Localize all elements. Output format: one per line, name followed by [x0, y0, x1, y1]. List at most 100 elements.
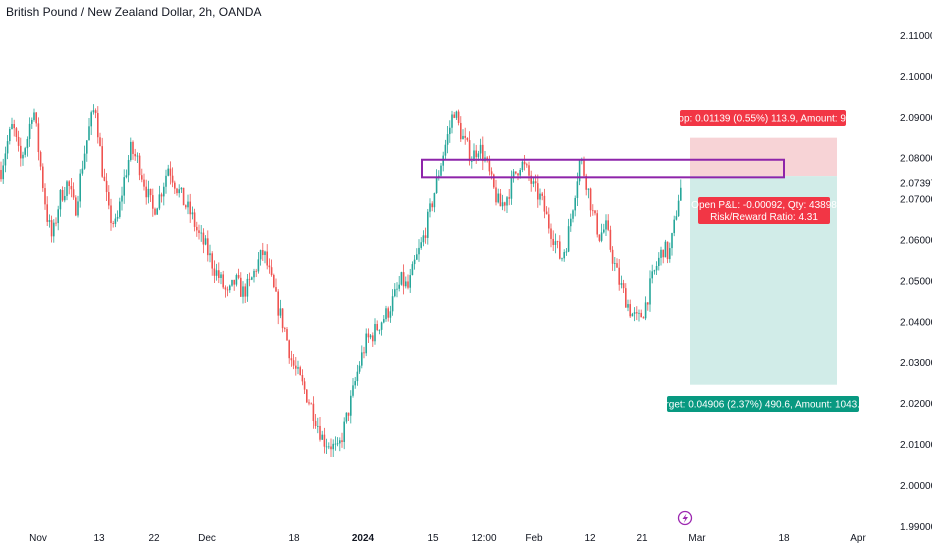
candle [268, 258, 271, 274]
candle [374, 318, 376, 345]
candle [136, 152, 139, 164]
candle [284, 326, 286, 332]
candle [97, 106, 99, 144]
y-tick-label: 2.08000 [900, 154, 932, 165]
candle [160, 192, 163, 203]
candle [418, 239, 420, 262]
candle [578, 158, 581, 186]
svg-text:Risk/Reward Ratio: 4.31: Risk/Reward Ratio: 4.31 [710, 212, 818, 223]
candle [147, 180, 150, 204]
candle [640, 309, 642, 318]
candle [361, 345, 363, 369]
candle [185, 204, 187, 210]
candle [561, 257, 563, 262]
candle [235, 273, 238, 287]
candle [537, 174, 539, 208]
candle [77, 195, 79, 218]
candle [39, 150, 42, 171]
candle [424, 227, 427, 244]
candle [180, 187, 183, 193]
candle [642, 316, 645, 319]
candle [61, 186, 64, 202]
time-axis[interactable]: Nov 13 22 Dec 18 2024 15 12:00 Feb 12 21 Mar 18 Apr [29, 533, 866, 544]
candle [226, 286, 229, 297]
candle [363, 346, 365, 359]
candle [13, 119, 15, 137]
candle [334, 436, 337, 451]
candle [572, 209, 574, 223]
candle [369, 333, 372, 340]
candle [449, 120, 451, 143]
candle [127, 154, 130, 183]
candle [323, 427, 326, 454]
candle [301, 369, 304, 386]
candle [240, 272, 242, 297]
candle [638, 309, 640, 322]
candle [317, 417, 319, 434]
candle [473, 143, 475, 162]
candle [530, 170, 532, 192]
candle [666, 241, 669, 264]
x-tick-label: 21 [636, 533, 648, 544]
x-tick-label: 18 [778, 533, 790, 544]
candle [55, 217, 57, 227]
candle [312, 396, 315, 429]
candle [409, 268, 411, 293]
candle [596, 209, 598, 238]
candle [152, 188, 154, 217]
candle [314, 414, 317, 429]
candle [156, 207, 158, 215]
candle [429, 198, 431, 218]
candle [48, 214, 51, 228]
candle [563, 249, 565, 262]
candle [464, 127, 466, 145]
y-tick-label: 2.07000 [900, 195, 932, 206]
candle [233, 279, 235, 291]
candle [339, 437, 341, 452]
candle [196, 221, 198, 237]
y-tick-label: 2.04000 [900, 317, 932, 328]
candle [504, 201, 506, 212]
candle [66, 180, 68, 201]
drawn-rectangle[interactable] [421, 158, 785, 179]
candle [649, 270, 651, 312]
candle [110, 198, 112, 231]
rectangle-shape[interactable] [421, 158, 785, 179]
candle [176, 187, 178, 196]
candle [427, 208, 429, 245]
candle [356, 364, 359, 386]
candle [620, 275, 623, 289]
candle [88, 118, 90, 141]
candle [242, 281, 244, 304]
price-axis[interactable]: 2.11000 2.10000 2.09000 2.08000 2.07000 2.060… [897, 31, 932, 533]
candle [660, 246, 662, 266]
candle [257, 252, 260, 274]
candle [178, 184, 180, 198]
candle [446, 126, 449, 154]
candle [275, 278, 277, 292]
candle [350, 390, 352, 424]
candle [603, 223, 605, 234]
candle [365, 328, 367, 357]
candle [662, 249, 664, 264]
candle [497, 188, 499, 204]
flash-icon[interactable] [677, 510, 693, 526]
candle [198, 224, 200, 240]
candle [286, 327, 288, 341]
candle [669, 242, 671, 263]
candle [187, 194, 189, 215]
candle [303, 377, 306, 395]
candle [512, 168, 515, 183]
candle [658, 252, 660, 271]
candle [246, 273, 249, 302]
candle [200, 225, 202, 242]
position-zones[interactable] [690, 137, 837, 385]
candle [389, 305, 392, 323]
candle [380, 321, 383, 336]
current-price-label: 2.07397 [900, 178, 932, 189]
candle [189, 193, 191, 223]
candle [295, 356, 297, 376]
candle [154, 207, 156, 216]
candle [273, 273, 275, 289]
